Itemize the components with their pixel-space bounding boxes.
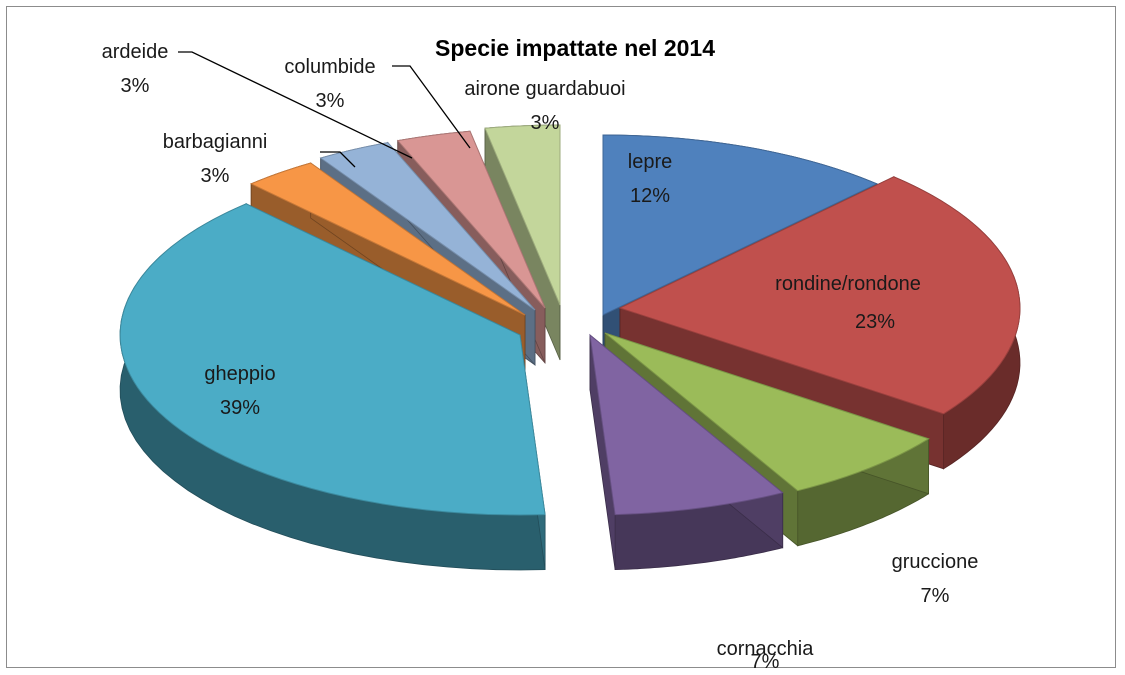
slice-label-ardeide: ardeide: [102, 41, 169, 63]
leader-line-ardeide: [178, 51, 413, 159]
slice-value-gruccione: 7%: [921, 585, 950, 607]
slice-value-barbagianni: 3%: [201, 165, 230, 187]
slice-ardeide: [319, 142, 536, 311]
chart-title: Specie impattate nel 2014: [435, 35, 715, 61]
slice-label-gruccione: gruccione: [892, 551, 979, 573]
slice-value-lepre: 12%: [630, 185, 670, 207]
slice-label-gheppio: gheppio: [204, 363, 275, 385]
leader-line-columbide: [392, 65, 471, 149]
slice-lepre: [602, 134, 879, 316]
slice-label-columbide: columbide: [284, 56, 375, 78]
slice-columbide: [396, 130, 546, 309]
slice-rondine-rondone: [618, 176, 1021, 415]
slice-airone-guardabuoi: [484, 124, 561, 306]
slice-tops: [119, 124, 1021, 516]
slice-value-rondine-rondone: 23%: [855, 311, 895, 333]
slice-gheppio: [119, 203, 546, 516]
slice-gruccione: [604, 332, 930, 492]
slice-value-columbide: 3%: [316, 90, 345, 112]
slice-label-airone-guardabuoi: airone guardabuoi: [464, 78, 625, 100]
slice-label-cornacchia: cornacchia: [717, 638, 815, 660]
slice-barbagianni: [249, 162, 526, 316]
slice-label-barbagianni: barbagianni: [163, 131, 268, 153]
slice-labels: lepre12%rondine/rondone23%gruccione7%cor…: [102, 41, 979, 673]
slice-label-rondine-rondone: rondine/rondone: [775, 273, 921, 295]
slice-label-lepre: lepre: [628, 151, 672, 173]
leader-line-barbagianni: [320, 151, 356, 168]
slice-cornacchia: [589, 333, 784, 516]
slice-value-gheppio: 39%: [220, 397, 260, 419]
leader-lines: [178, 51, 471, 168]
slice-value-airone-guardabuoi: 3%: [531, 112, 560, 134]
slice-value-ardeide: 3%: [121, 75, 150, 97]
slice-value-cornacchia: 7%: [751, 651, 780, 673]
